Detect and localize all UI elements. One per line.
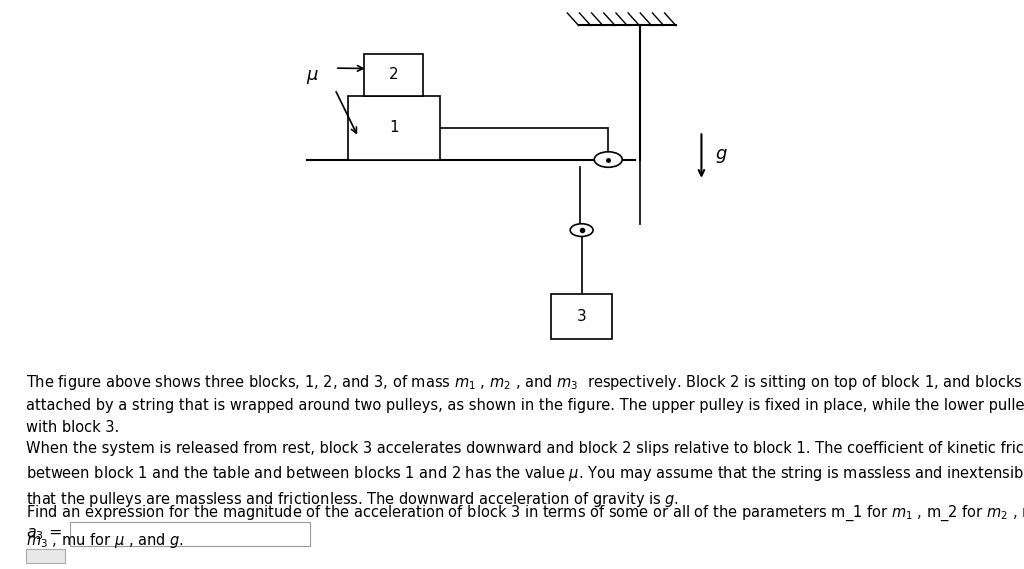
- FancyBboxPatch shape: [70, 522, 310, 546]
- FancyBboxPatch shape: [26, 549, 65, 563]
- Text: The figure above shows three blocks, 1, 2, and 3, of mass $m_1$ , $m_2$ , and $m: The figure above shows three blocks, 1, …: [26, 373, 1024, 435]
- Text: 2: 2: [388, 67, 398, 83]
- Text: Find an expression for the magnitude of the acceleration of block 3 in terms of : Find an expression for the magnitude of …: [26, 504, 1024, 550]
- Text: When the system is released from rest, block 3 accelerates downward and block 2 : When the system is released from rest, b…: [26, 441, 1024, 509]
- Text: $g$: $g$: [715, 147, 727, 165]
- Bar: [364, 53, 423, 96]
- Circle shape: [570, 224, 593, 237]
- Text: 3: 3: [577, 309, 587, 324]
- Bar: [551, 294, 612, 340]
- Text: $\mu$: $\mu$: [306, 68, 318, 86]
- Text: $a_3$ =: $a_3$ =: [26, 526, 61, 542]
- Circle shape: [594, 152, 623, 167]
- Bar: [348, 96, 440, 159]
- Text: 1: 1: [389, 120, 399, 135]
